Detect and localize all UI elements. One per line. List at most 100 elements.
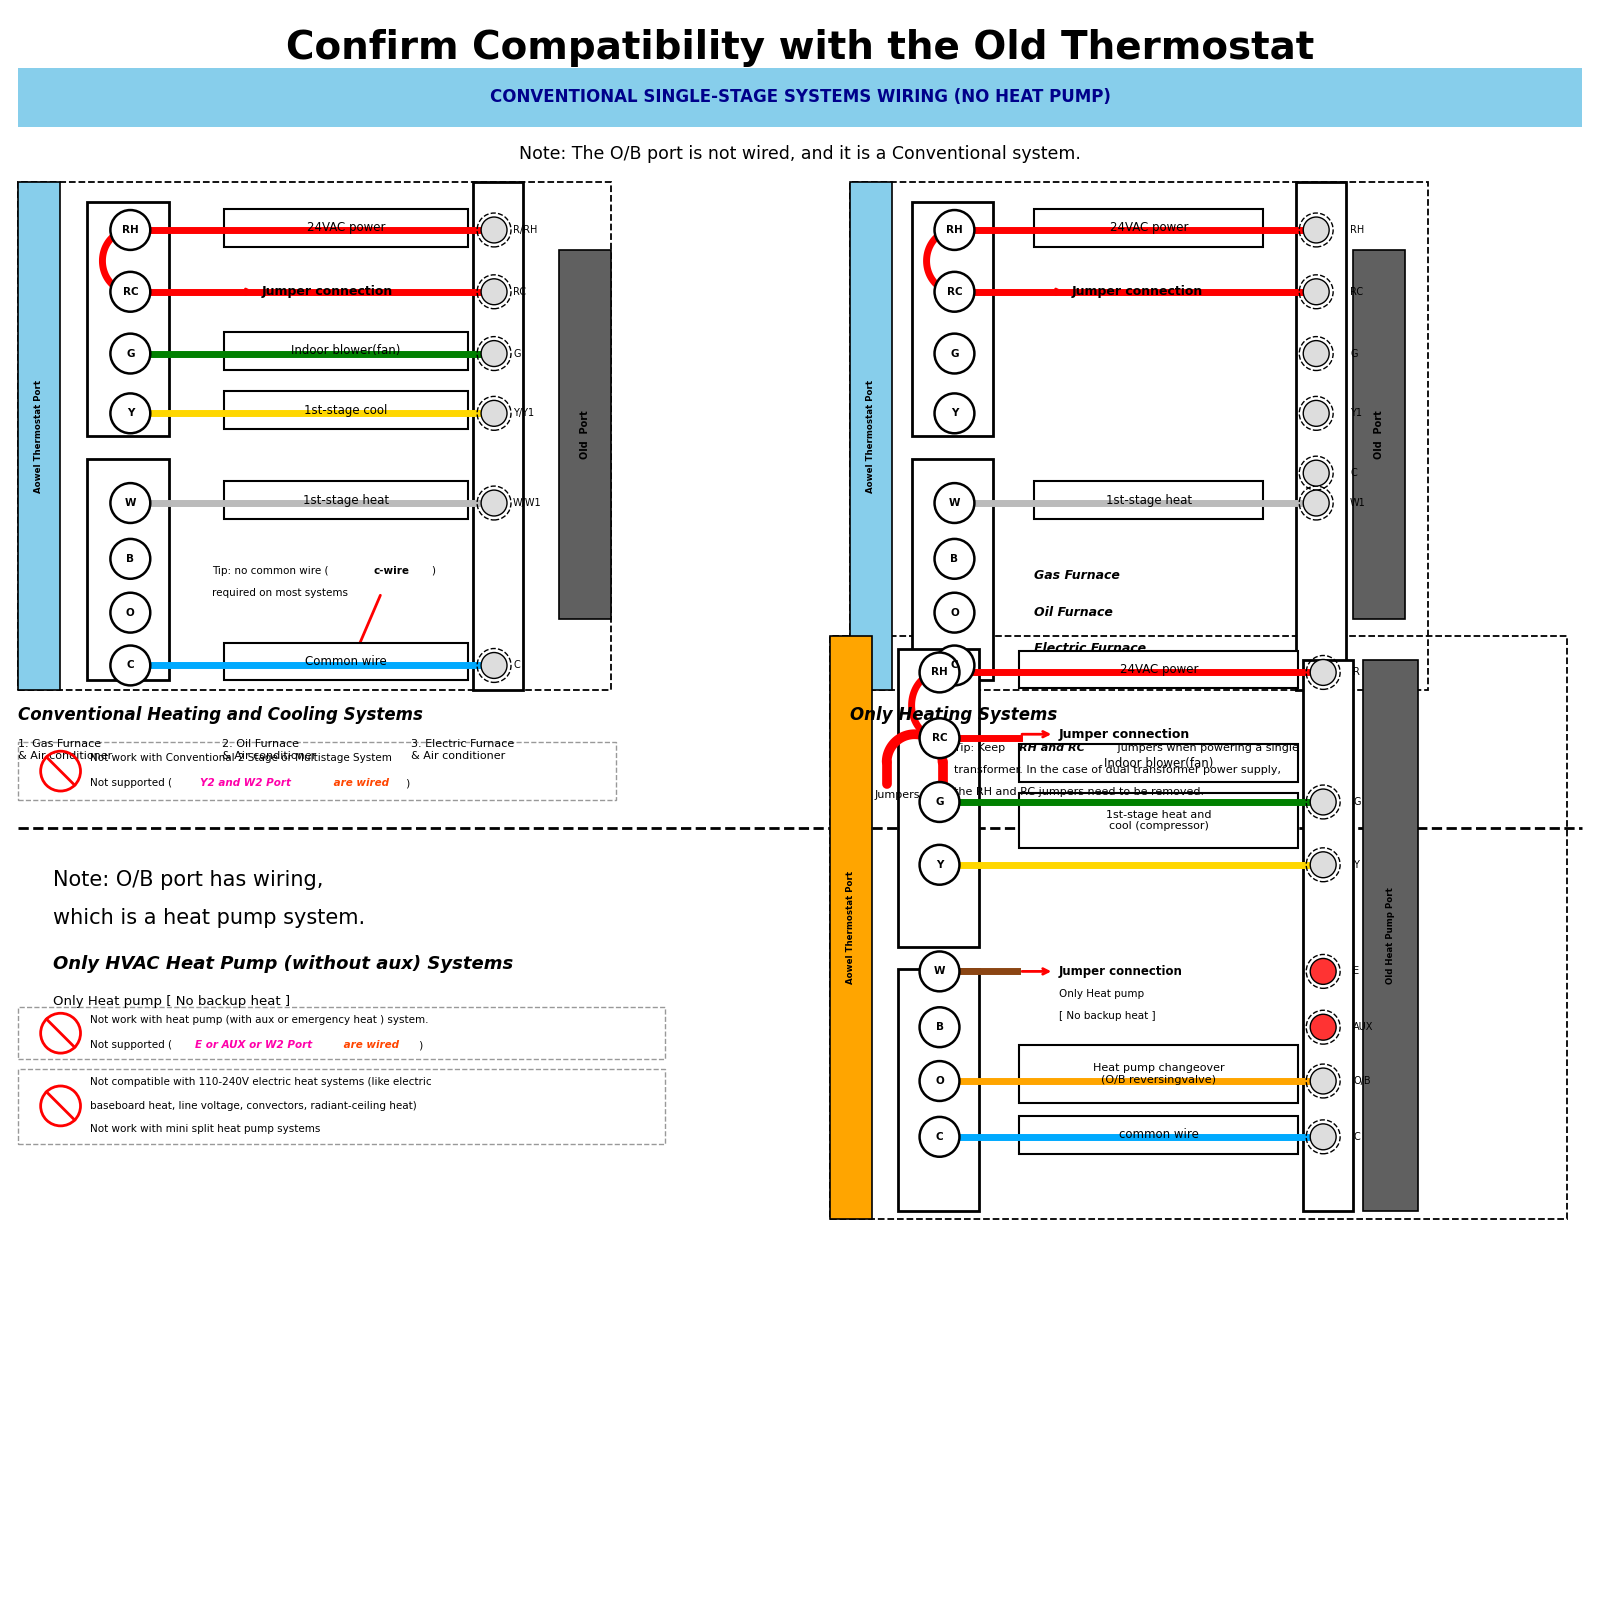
Circle shape: [920, 653, 960, 693]
Text: Not work with mini split heat pump systems: Not work with mini split heat pump syste…: [91, 1123, 322, 1134]
Circle shape: [1310, 789, 1336, 814]
FancyBboxPatch shape: [1354, 250, 1405, 619]
FancyBboxPatch shape: [18, 182, 59, 690]
Text: [ No backup heat ]: [ No backup heat ]: [1059, 1011, 1155, 1021]
Text: baseboard heat, line voltage, convectors, radiant-ceiling heat): baseboard heat, line voltage, convectors…: [91, 1101, 418, 1110]
Circle shape: [934, 334, 974, 373]
Text: Indoor blower(fan): Indoor blower(fan): [291, 344, 400, 357]
Circle shape: [920, 952, 960, 992]
Text: jumpers when powering a single: jumpers when powering a single: [1114, 742, 1299, 754]
Circle shape: [934, 592, 974, 632]
FancyBboxPatch shape: [88, 459, 170, 680]
Text: 24VAC power: 24VAC power: [307, 221, 386, 235]
Text: G: G: [1354, 797, 1360, 806]
Text: 3. Electric Furnace
& Air conditioner: 3. Electric Furnace & Air conditioner: [411, 739, 515, 762]
FancyBboxPatch shape: [224, 210, 469, 246]
Text: RC: RC: [1350, 286, 1363, 296]
Text: O/B: O/B: [1354, 1077, 1371, 1086]
Text: Y: Y: [950, 408, 958, 418]
FancyBboxPatch shape: [1363, 661, 1418, 1211]
Circle shape: [1304, 400, 1330, 426]
Text: Tip: no common wire (: Tip: no common wire (: [213, 566, 328, 576]
Text: E: E: [1354, 966, 1358, 976]
Text: Aowel Thermostat Port: Aowel Thermostat Port: [34, 379, 43, 493]
Circle shape: [920, 1061, 960, 1101]
Text: Aowel Thermostat Port: Aowel Thermostat Port: [866, 379, 875, 493]
Circle shape: [482, 278, 507, 304]
Bar: [18, 1008, 666, 1059]
Circle shape: [110, 210, 150, 250]
Text: Aowel Thermostat Port: Aowel Thermostat Port: [846, 870, 856, 984]
Text: Jumper connection: Jumper connection: [1072, 285, 1203, 298]
Text: Common wire: Common wire: [306, 654, 387, 667]
FancyBboxPatch shape: [830, 635, 872, 1219]
Circle shape: [1304, 461, 1330, 486]
Text: Old  Port: Old Port: [1374, 410, 1384, 459]
Text: Jumpers: Jumpers: [875, 790, 920, 800]
Circle shape: [920, 1008, 960, 1046]
Circle shape: [1304, 490, 1330, 515]
Circle shape: [482, 341, 507, 366]
Text: ): ): [416, 1040, 424, 1050]
Text: RC: RC: [931, 733, 947, 744]
Text: C: C: [126, 661, 134, 670]
Text: Not work with Conventional 2 Stage or Multistage System: Not work with Conventional 2 Stage or Mu…: [91, 754, 392, 763]
Text: Only HVAC Heat Pump (without aux) Systems: Only HVAC Heat Pump (without aux) System…: [53, 955, 514, 973]
FancyBboxPatch shape: [1019, 794, 1298, 848]
Text: Old  Port: Old Port: [579, 410, 590, 459]
FancyBboxPatch shape: [1019, 651, 1298, 688]
Text: 24VAC power: 24VAC power: [1120, 662, 1198, 675]
Circle shape: [110, 272, 150, 312]
Text: which is a heat pump system.: which is a heat pump system.: [53, 907, 365, 928]
Bar: [18, 182, 611, 690]
Circle shape: [934, 483, 974, 523]
Circle shape: [1310, 1014, 1336, 1040]
Text: AUX: AUX: [1354, 1022, 1373, 1032]
Text: required on most systems: required on most systems: [213, 587, 349, 598]
FancyBboxPatch shape: [224, 392, 469, 429]
Circle shape: [110, 394, 150, 434]
Circle shape: [934, 272, 974, 312]
FancyBboxPatch shape: [224, 482, 469, 518]
Text: are wired: are wired: [339, 1040, 398, 1050]
Text: 1st-stage heat and
cool (compressor): 1st-stage heat and cool (compressor): [1106, 810, 1211, 832]
Text: Y: Y: [1354, 859, 1358, 870]
FancyBboxPatch shape: [18, 67, 1582, 128]
FancyBboxPatch shape: [558, 250, 611, 619]
Bar: [830, 635, 1568, 1219]
Text: B: B: [126, 554, 134, 563]
Circle shape: [920, 718, 960, 758]
Circle shape: [482, 653, 507, 678]
Text: the RH and RC jumpers need to be removed.: the RH and RC jumpers need to be removed…: [955, 787, 1205, 797]
Text: C: C: [950, 661, 958, 670]
Text: RH: RH: [946, 226, 963, 235]
Text: Heat pump changeover
(O/B reversingvalve): Heat pump changeover (O/B reversingvalve…: [1093, 1064, 1224, 1085]
Text: Y: Y: [126, 408, 134, 418]
Circle shape: [1310, 851, 1336, 878]
Text: Indoor blower(fan): Indoor blower(fan): [1104, 757, 1213, 770]
Text: are wired: are wired: [330, 778, 389, 789]
Text: G: G: [514, 349, 520, 358]
Text: Not supported (: Not supported (: [91, 1040, 176, 1050]
FancyBboxPatch shape: [1019, 1115, 1298, 1154]
Text: O: O: [934, 1077, 944, 1086]
Circle shape: [110, 539, 150, 579]
Text: Only Heat pump: Only Heat pump: [1059, 989, 1144, 1000]
Text: Only Heating Systems: Only Heating Systems: [850, 706, 1058, 725]
Text: RH: RH: [931, 667, 947, 677]
Text: Y1: Y1: [1350, 408, 1362, 418]
Text: transformer. In the case of dual transformer power supply,: transformer. In the case of dual transfo…: [955, 765, 1282, 774]
Circle shape: [934, 210, 974, 250]
FancyBboxPatch shape: [1304, 661, 1354, 1211]
Text: O: O: [950, 608, 958, 618]
FancyBboxPatch shape: [224, 643, 469, 680]
Text: C: C: [1350, 469, 1357, 478]
Text: Y/Y1: Y/Y1: [514, 408, 534, 418]
Text: R/RH: R/RH: [514, 226, 538, 235]
Text: W: W: [125, 498, 136, 509]
FancyBboxPatch shape: [1296, 182, 1346, 690]
Text: C: C: [1354, 1131, 1360, 1142]
FancyBboxPatch shape: [1034, 210, 1264, 246]
Circle shape: [1310, 659, 1336, 685]
Text: E or AUX or W2 Port: E or AUX or W2 Port: [195, 1040, 312, 1050]
